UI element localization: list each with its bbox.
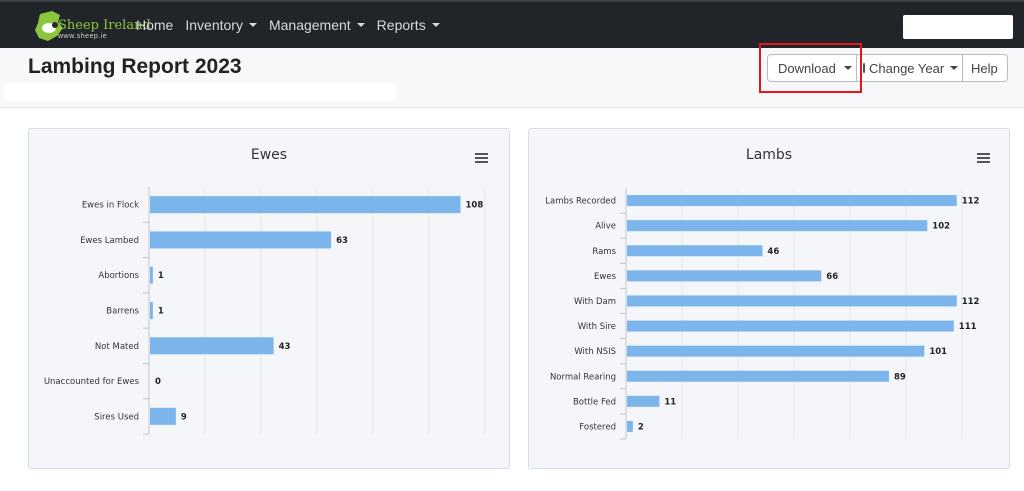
category-label: With Dam [574,297,616,307]
bar[interactable] [627,295,957,307]
top-navbar: Sheep Ireland www.sheep.ie Home Inventor… [0,0,1024,48]
data-label: 0 [155,377,161,387]
data-label: 1 [158,307,164,317]
bar[interactable] [627,195,957,207]
category-label: Alive [595,222,616,232]
nav-inventory[interactable]: Inventory [185,17,257,33]
bar[interactable] [627,370,890,382]
chart-menu-icon[interactable] [977,153,990,163]
data-label: 63 [336,236,348,246]
nav-inventory-label: Inventory [185,17,243,33]
ewes-bar-chart: Ewes in Flock 108 Ewes Lambed 63 Abortions 1 B… [44,187,486,435]
caret-down-icon [431,23,440,27]
help-button-label: Help [971,60,998,76]
data-label: 66 [826,272,838,282]
help-button[interactable]: Help [963,54,1008,82]
calendar-icon [863,63,865,73]
lambs-chart-panel: Lambs Lambs Recorded 112 Alive 102 Rams 46 Ewe… [528,128,1010,469]
nav-management[interactable]: Management [269,17,365,33]
data-label: 89 [894,372,906,382]
category-label: Ewes Lambed [80,236,139,246]
category-label: With Sire [578,322,616,332]
navbar-search-input[interactable] [903,15,1013,39]
lambs-chart-title: Lambs [745,147,793,163]
category-label: Bottle Fed [573,397,616,407]
page-header: Lambing Report 2023 Download Change Year… [0,48,1024,108]
nav-reports[interactable]: Reports [377,17,440,33]
change-year-button[interactable]: Change Year [857,54,963,82]
download-highlight-box [759,43,862,93]
category-label: With NSIS [574,347,616,357]
data-label: 112 [962,197,980,207]
nav-management-label: Management [268,17,351,33]
category-label: Unaccounted for Ewes [44,377,140,387]
data-label: 111 [959,322,977,332]
category-label: Abortions [98,271,139,281]
download-button-label: Download [778,60,836,76]
data-label: 11 [664,397,676,407]
bar[interactable] [150,266,153,284]
logo-url-text: www.sheep.ie [58,33,108,40]
chart-menu-icon[interactable] [475,153,488,163]
nav-reports-label: Reports [376,17,426,33]
data-label: 101 [929,347,947,357]
bar[interactable] [627,420,633,432]
category-label: Barrens [106,307,139,317]
caret-down-icon [248,23,257,27]
data-label: 102 [932,222,950,232]
bar[interactable] [627,270,822,282]
category-label: Lambs Recorded [545,197,616,207]
download-button[interactable]: Download [767,54,857,82]
header-button-group: Download Change Year Help [767,54,1008,82]
category-label: Normal Rearing [550,372,616,382]
bar[interactable] [150,337,274,355]
category-label: Not Mated [95,342,139,352]
data-label: 9 [181,412,187,422]
data-label: 112 [962,297,980,307]
caret-down-icon [950,66,959,70]
data-label: 46 [767,247,779,257]
change-year-button-label: Change Year [869,60,945,76]
category-label: Rams [592,247,616,257]
caret-down-icon [843,66,852,70]
nav-home[interactable]: Home [136,17,173,33]
bar[interactable] [627,395,660,407]
ireland-map-icon [35,11,63,41]
category-label: Ewes [594,272,617,282]
logo-brand-text: Sheep Ireland [58,18,151,33]
bar[interactable] [150,196,461,214]
bar[interactable] [627,320,954,332]
bar[interactable] [627,220,928,232]
bar[interactable] [150,302,153,319]
header-subbar [4,83,396,101]
bar[interactable] [627,345,925,357]
data-label: 108 [466,201,484,211]
page-title: Lambing Report 2023 [28,55,242,78]
caret-down-icon [356,23,365,27]
sheep-ireland-logo[interactable]: Sheep Ireland www.sheep.ie [30,8,151,46]
ewes-chart-panel: Ewes Ewes in Flock 108 Ewes Lambed 63 Aborti… [28,128,510,469]
data-label: 43 [279,342,291,352]
data-label: 1 [158,271,164,281]
category-label: Ewes in Flock [82,201,139,211]
category-label: Sires Used [94,412,139,422]
bar[interactable] [627,245,763,257]
ewes-chart-title: Ewes [250,147,288,163]
bar[interactable] [150,407,176,425]
nav-home-label: Home [136,17,174,33]
category-label: Fostered [579,422,616,432]
data-label: 2 [638,422,644,432]
bar[interactable] [150,231,332,249]
